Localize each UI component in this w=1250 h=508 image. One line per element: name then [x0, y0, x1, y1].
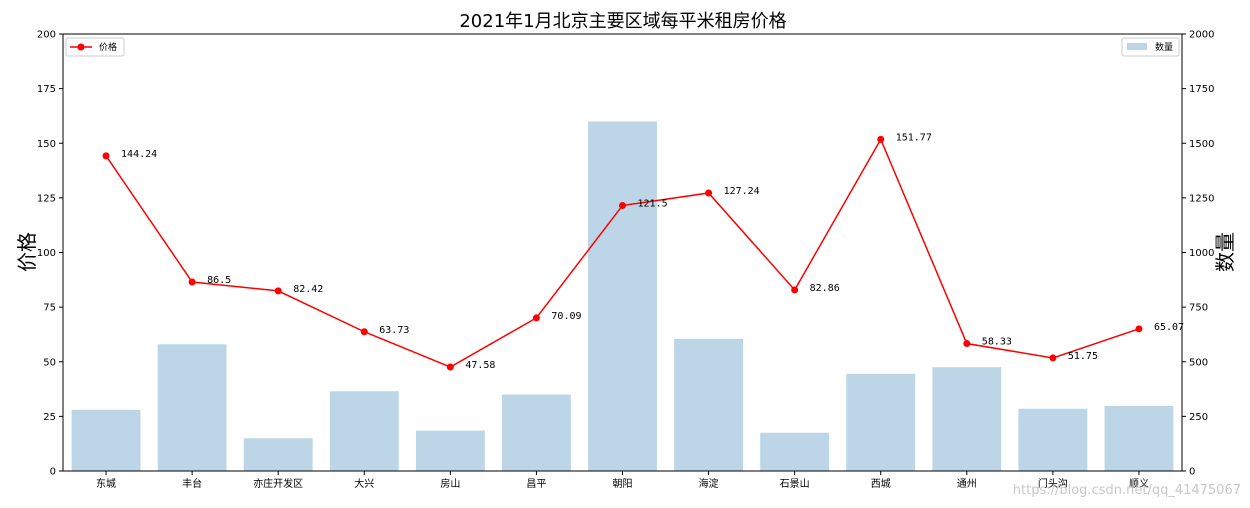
x-tick-label-10: 通州: [957, 478, 977, 490]
price-point-4: [446, 363, 454, 371]
price-point-3: [360, 328, 368, 336]
right-tick-label-8: 2000: [1189, 30, 1214, 41]
right-tick-label-2: 500: [1189, 357, 1208, 368]
price-point-2: [274, 287, 282, 295]
price-point-12: [1135, 325, 1143, 333]
bar-11: [1018, 408, 1088, 471]
y-axis-label-left: 价格: [15, 232, 39, 272]
bar-0: [71, 409, 141, 471]
price-label-1: 86.5: [207, 275, 231, 286]
x-tick-label-8: 石景山: [780, 478, 810, 490]
bar-1: [157, 344, 227, 471]
y-axis-label-right: 数量: [1213, 232, 1237, 272]
price-label-0: 144.24: [121, 149, 157, 160]
left-tick-label-8: 200: [37, 30, 56, 41]
x-tick-label-1: 丰台: [182, 477, 202, 490]
right-tick-label-0: 0: [1189, 467, 1195, 478]
chart-title: 2021年1月北京主要区域每平米租房价格: [459, 11, 786, 32]
bar-3: [329, 391, 399, 471]
legend-price-box: [65, 37, 125, 57]
bar-12: [1104, 405, 1174, 471]
legend-price: 价格: [65, 37, 125, 57]
price-point-0: [102, 152, 110, 160]
left-tick-label-5: 125: [37, 193, 56, 204]
price-label-9: 151.77: [896, 132, 932, 143]
price-label-4: 47.58: [465, 360, 495, 371]
left-tick-label-0: 0: [50, 467, 56, 478]
right-tick-label-4: 1000: [1189, 248, 1214, 259]
legend-count-box: [1121, 37, 1180, 57]
legend-price-label: 价格: [99, 41, 117, 53]
bars-layer: [71, 121, 1174, 472]
price-point-1: [188, 278, 196, 286]
legend-count-swatch: [1127, 43, 1147, 50]
x-tick-label-5: 昌平: [526, 478, 546, 490]
price-label-8: 82.86: [810, 283, 840, 294]
x-tick-label-11: 门头沟: [1038, 477, 1068, 490]
x-tick-label-9: 西城: [871, 478, 891, 490]
right-tick-label-5: 1250: [1189, 193, 1214, 204]
price-label-7: 127.24: [724, 186, 760, 197]
price-label-11: 51.75: [1068, 351, 1098, 362]
price-point-9: [877, 135, 885, 143]
x-tick-label-7: 海淀: [699, 477, 719, 490]
x-axis-ticks: 东城 丰台 亦庄开发区 大兴 房山 昌平 朝阳 海淀 石景山 西城 通州 门头沟 顺义: [96, 471, 1149, 490]
price-label-3: 63.73: [379, 325, 409, 336]
bar-4: [415, 430, 485, 471]
legend-price-marker: [77, 43, 85, 51]
data-labels: 144.24 86.5 82.42 63.73 47.58 70.09 121.5 127.2…: [121, 132, 1184, 371]
x-tick-label-4: 房山: [440, 477, 460, 490]
price-point-8: [791, 286, 799, 294]
x-tick-label-3: 大兴: [354, 477, 374, 490]
left-tick-label-7: 175: [37, 84, 56, 95]
left-tick-label-6: 150: [37, 139, 56, 150]
price-point-7: [705, 189, 713, 197]
left-axis-ticks: 0 25 50 75 100 125 150 175 200: [37, 30, 63, 478]
left-tick-label-4: 100: [37, 248, 56, 259]
left-tick-label-1: 25: [43, 412, 56, 423]
price-point-11: [1049, 354, 1057, 362]
right-tick-label-1: 250: [1189, 412, 1208, 423]
bar-6: [588, 121, 657, 472]
price-label-5: 70.09: [551, 311, 581, 322]
price-point-10: [963, 340, 971, 348]
x-tick-label-12: 顺义: [1129, 478, 1149, 490]
watermark: https://blog.csdn.net/qq_41475067: [1013, 483, 1241, 498]
left-tick-label-2: 50: [43, 357, 56, 368]
line-layer: [102, 135, 1143, 371]
price-label-6: 121.5: [638, 199, 668, 210]
x-tick-label-2: 亦庄开发区: [253, 477, 303, 490]
legend-count: 数量: [1121, 37, 1180, 57]
bar-8: [760, 432, 830, 471]
right-tick-label-6: 1500: [1189, 139, 1214, 150]
x-tick-label-0: 东城: [96, 477, 116, 490]
left-tick-label-3: 75: [43, 303, 56, 314]
bar-2: [243, 438, 313, 471]
price-point-6: [619, 202, 626, 210]
price-label-10: 58.33: [982, 337, 1012, 348]
right-axis-ticks: 0 250 500 750 1000 1250 1500 1750 2000: [1182, 30, 1214, 478]
right-tick-label-7: 1750: [1189, 84, 1214, 95]
bar-5: [501, 394, 571, 471]
price-point-5: [532, 314, 540, 322]
price-label-12: 65.07: [1154, 322, 1184, 333]
bar-7: [674, 338, 744, 471]
bar-10: [932, 367, 1002, 471]
bar-9: [846, 373, 916, 471]
x-tick-label-6: 朝阳: [613, 478, 633, 490]
right-tick-label-3: 750: [1189, 303, 1208, 314]
price-label-2: 82.42: [293, 284, 323, 295]
legend-count-label: 数量: [1155, 41, 1173, 53]
